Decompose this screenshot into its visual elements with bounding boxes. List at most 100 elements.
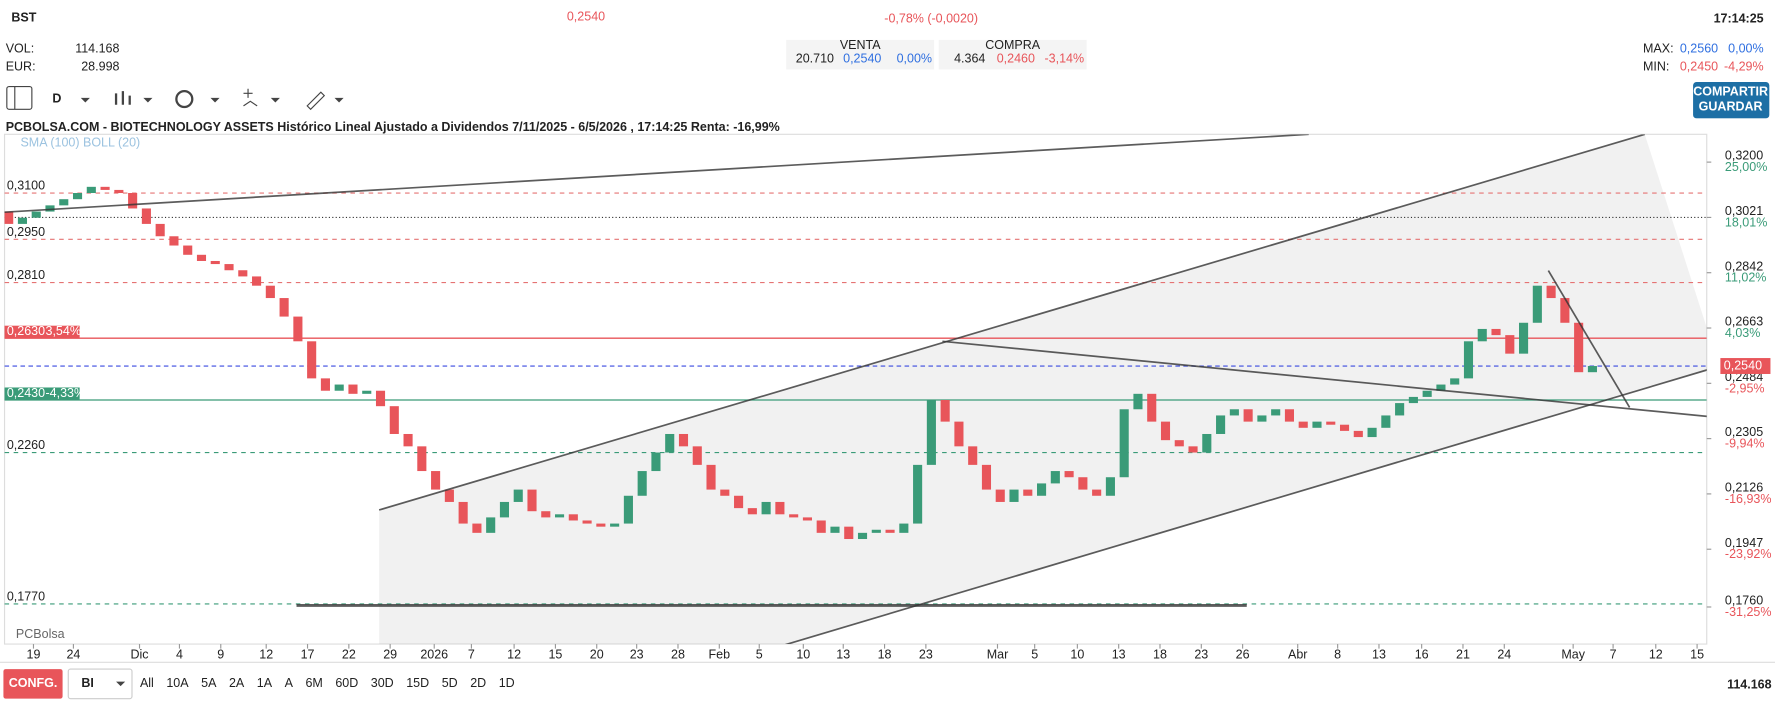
candle-body (1298, 421, 1308, 428)
candle-body (527, 489, 537, 512)
range-button[interactable]: 1A (257, 676, 273, 690)
candle-body (1243, 409, 1253, 422)
dropdown-arrows (80, 97, 344, 103)
range-button[interactable]: 5A (201, 676, 217, 690)
candle-body (196, 254, 207, 261)
candle-body (1408, 396, 1418, 404)
candle-body (802, 517, 812, 521)
x-tick-label: 12 (259, 648, 273, 662)
candle-body (1505, 335, 1515, 354)
sidebar-button[interactable] (6, 85, 33, 110)
chart-type-button[interactable] (114, 91, 131, 105)
range-button[interactable]: 2A (229, 676, 245, 690)
y-tick-label: 0,1760 (1725, 594, 1763, 608)
draw-button[interactable] (306, 91, 326, 111)
max-pct: 0,00% (1728, 41, 1763, 55)
candle-body (86, 186, 96, 194)
candle-body (499, 501, 510, 518)
range-button[interactable]: 1D (499, 676, 515, 690)
config-button[interactable] (3, 669, 63, 699)
compra-box (938, 39, 1087, 70)
x-tick-label: 15 (548, 648, 562, 662)
candle-body (1574, 322, 1584, 373)
level-badge (4, 325, 80, 339)
range-button[interactable]: All (140, 676, 154, 690)
candle-body (1133, 393, 1143, 410)
x-tick-label: Dic (130, 648, 148, 662)
candle-body (1450, 378, 1460, 385)
candle-body (541, 511, 551, 518)
footer-volume: 114.168 (1727, 677, 1772, 691)
candle-body (1395, 403, 1405, 416)
x-tick-label: 12 (1649, 648, 1663, 662)
candle-body (4, 211, 14, 224)
candle-body (554, 514, 565, 518)
range-button[interactable]: 30D (371, 676, 394, 690)
chart-title: PCBOLSA.COM - BIOTECHNOLOGY ASSETS Histó… (6, 120, 780, 134)
candle-body (1257, 415, 1267, 422)
candle-body (1023, 489, 1033, 496)
candle-body (513, 489, 523, 502)
trendline (785, 369, 1707, 645)
vol: 114.168 (75, 41, 119, 55)
candle-body (389, 406, 399, 434)
level-label: 0,2810 (7, 268, 45, 282)
candle-body (45, 205, 55, 212)
candle-body (472, 523, 482, 533)
candle-body (183, 245, 193, 255)
candle-body (651, 452, 661, 472)
candle-body (1119, 409, 1129, 478)
max: 0,2560 (1680, 41, 1718, 55)
candle-body (1064, 471, 1074, 478)
venta-pct: 0,00% (897, 52, 932, 66)
settings-button[interactable] (175, 89, 194, 109)
indicators-button[interactable] (243, 88, 258, 107)
min: 0,2450 (1680, 59, 1718, 73)
compra-price: 0,2460 (997, 52, 1035, 66)
interval-button[interactable]: D (52, 91, 61, 105)
range-button[interactable]: 15D (406, 676, 429, 690)
trendline (4, 134, 1309, 214)
x-tick-label: Abr (1288, 648, 1307, 662)
y-tick-label: 0,2663 (1725, 315, 1763, 329)
range-button[interactable]: 5D (442, 676, 458, 690)
symbol: BST (11, 11, 36, 25)
mode-label: BI (81, 676, 94, 690)
candle-body (706, 464, 716, 490)
x-tick-label: 7 (468, 648, 475, 662)
candle-body (1284, 409, 1295, 422)
range-button[interactable]: 10A (166, 676, 189, 690)
y-tick-pct: -9,94% (1725, 437, 1765, 451)
mode-select[interactable] (67, 668, 133, 700)
candle-body (141, 208, 151, 224)
range-button[interactable]: 6M (305, 676, 322, 690)
level-badge (4, 387, 80, 400)
candle-body (458, 501, 468, 524)
candle-body (830, 526, 840, 533)
y-tick-label: 0,2305 (1725, 425, 1763, 439)
x-tick-label: 24 (66, 648, 80, 662)
range-button[interactable]: 60D (335, 676, 358, 690)
candle-body (871, 529, 881, 533)
candle-body (17, 217, 28, 224)
candle-body (1339, 424, 1350, 431)
level-label: 0,2430 (7, 386, 45, 400)
range-button[interactable]: 2D (470, 676, 486, 690)
plot (4, 134, 1707, 645)
x-tick-label: 16 (1415, 648, 1429, 662)
level-label: 0,2260 (7, 438, 45, 452)
share-save-button[interactable] (1693, 81, 1770, 119)
candle-body (444, 489, 454, 502)
candle-body (1532, 285, 1542, 323)
x-tick-label: 5 (1031, 648, 1038, 662)
candle-body (486, 517, 496, 533)
level-label: 0,1770 (7, 589, 45, 603)
candle-body (1147, 393, 1157, 422)
level-label: 0,3100 (7, 178, 45, 192)
candle-body (334, 384, 344, 391)
candle-body (1174, 440, 1184, 447)
range-button[interactable]: A (285, 676, 294, 690)
candle-body (417, 446, 427, 472)
